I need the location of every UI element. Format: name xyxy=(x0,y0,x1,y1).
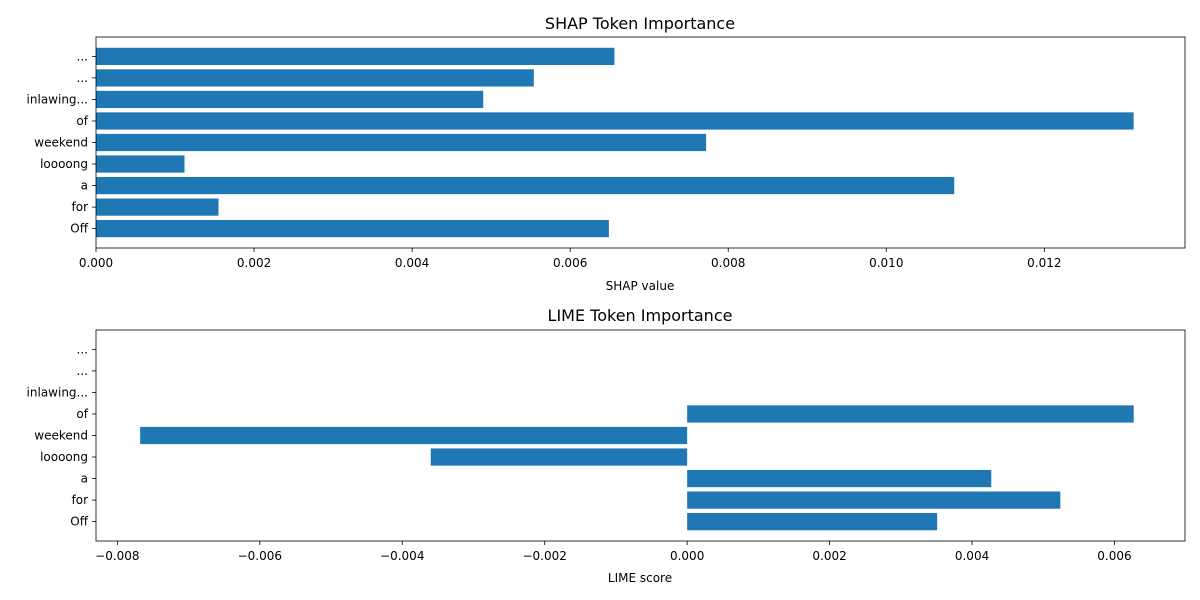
shap-y-tick-label-0: Off xyxy=(70,222,88,236)
shap-bar-7 xyxy=(96,69,534,87)
shap-x-tick-label-6: 0.012 xyxy=(1027,256,1061,270)
shap-x-tick-label-5: 0.010 xyxy=(869,256,903,270)
shap-bar-4 xyxy=(96,133,707,152)
lime-plot-frame xyxy=(95,329,1186,542)
shap-x-ticks: 0.000 0.002 0.004 0.006 0.008 0.010 0.012 xyxy=(79,248,1062,270)
shap-plot-frame xyxy=(95,36,1186,249)
shap-y-ticks: Off for a loooong weekend of inlawing......... xyxy=(27,49,96,236)
lime-y-tick-label-0: Off xyxy=(70,515,88,529)
lime-chart-panel: LIME Token Importance Off for a loooong week… xyxy=(27,306,1186,585)
lime-y-tick-label-1: for xyxy=(72,493,89,507)
lime-x-tick-label-5: 0.002 xyxy=(812,549,846,563)
shap-y-tick-label-4: weekend xyxy=(34,136,88,150)
shap-bar-6 xyxy=(96,90,484,109)
shap-y-tick-label-2: a xyxy=(81,179,88,193)
lime-bars xyxy=(140,405,1134,531)
lime-y-tick-label-5: of xyxy=(76,407,88,421)
shap-bar-5 xyxy=(96,112,1134,130)
shap-chart-title: SHAP Token Importance xyxy=(545,14,735,33)
shap-y-tick-label-8: ... xyxy=(77,49,88,63)
lime-x-axis-label: LIME score xyxy=(608,571,672,585)
lime-bar-1 xyxy=(687,491,1061,509)
shap-x-tick-label-4: 0.008 xyxy=(711,256,745,270)
shap-x-tick-label-2: 0.004 xyxy=(395,256,429,270)
shap-x-tick-label-1: 0.002 xyxy=(237,256,271,270)
lime-chart-title: LIME Token Importance xyxy=(548,306,733,325)
lime-x-tick-label-4: 0.000 xyxy=(670,549,704,563)
lime-y-tick-label-8: ... xyxy=(77,342,88,356)
lime-bar-5 xyxy=(687,405,1134,423)
lime-y-tick-label-7: ... xyxy=(77,364,88,378)
shap-y-tick-label-3: loooong xyxy=(40,157,88,171)
lime-bar-3 xyxy=(430,448,688,466)
lime-y-tick-label-6: inlawing... xyxy=(27,385,88,399)
shap-bar-2 xyxy=(96,176,955,195)
shap-y-tick-label-5: of xyxy=(76,114,88,128)
lime-x-tick-label-0: −0.008 xyxy=(95,549,139,563)
lime-bar-2 xyxy=(687,469,992,488)
shap-y-tick-label-6: inlawing... xyxy=(27,92,88,106)
lime-bar-0 xyxy=(687,513,938,531)
shap-bar-3 xyxy=(96,155,185,173)
lime-y-tick-label-3: loooong xyxy=(40,450,88,464)
shap-x-axis-label: SHAP value xyxy=(606,279,675,293)
lime-x-tick-label-1: −0.006 xyxy=(238,549,282,563)
lime-x-tick-label-7: 0.006 xyxy=(1097,549,1131,563)
lime-x-ticks: −0.008 −0.006 −0.004 −0.002 0.000 0.002 0.004 0… xyxy=(95,541,1132,563)
shap-y-tick-label-7: ... xyxy=(77,71,88,85)
shap-x-tick-label-3: 0.006 xyxy=(553,256,587,270)
shap-y-tick-label-1: for xyxy=(72,200,89,214)
shap-bar-1 xyxy=(96,198,219,216)
shap-x-tick-label-0: 0.000 xyxy=(79,256,113,270)
lime-y-ticks: Off for a loooong weekend of inlawing......... xyxy=(27,342,96,529)
lime-bar-4 xyxy=(140,426,688,445)
lime-x-tick-label-2: −0.004 xyxy=(380,549,424,563)
shap-chart-panel: SHAP Token Importance Off for a loooong week… xyxy=(27,14,1186,293)
lime-y-tick-label-4: weekend xyxy=(34,429,88,443)
lime-x-tick-label-3: −0.002 xyxy=(522,549,566,563)
shap-bars xyxy=(96,47,1134,238)
lime-y-tick-label-2: a xyxy=(81,472,88,486)
lime-x-tick-label-6: 0.004 xyxy=(955,549,989,563)
shap-bar-0 xyxy=(96,220,609,238)
shap-bar-8 xyxy=(96,47,615,65)
